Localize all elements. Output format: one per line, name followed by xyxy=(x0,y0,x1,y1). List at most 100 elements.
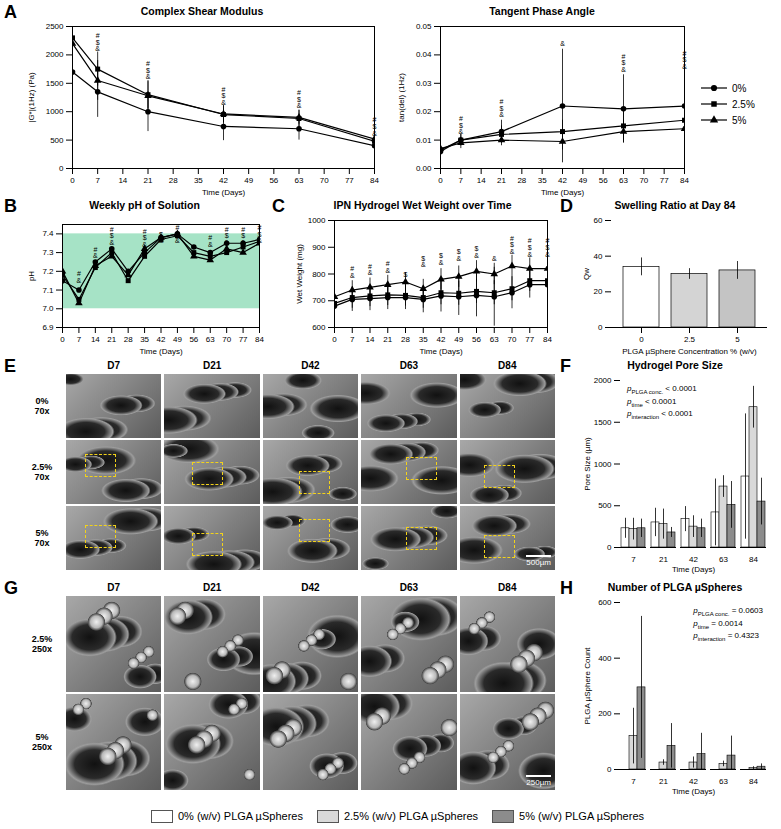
svg-text:14: 14 xyxy=(91,335,100,344)
svg-text:#$&: #$& xyxy=(241,226,246,246)
svg-text:56: 56 xyxy=(599,176,608,185)
svg-text:$&: $& xyxy=(421,255,426,269)
svg-text:70: 70 xyxy=(222,335,231,344)
svg-text:7: 7 xyxy=(631,555,636,564)
svg-text:#$&: #$& xyxy=(297,89,302,109)
svg-text:Pore Size (µm): Pore Size (µm) xyxy=(583,437,592,491)
svg-text:28: 28 xyxy=(401,335,410,344)
svg-text:28: 28 xyxy=(124,335,133,344)
svg-text:PLGA µSphere Concentration % (: PLGA µSphere Concentration % (w/v) xyxy=(622,347,757,356)
svg-text:84: 84 xyxy=(370,176,379,185)
svg-text:#$&: #$& xyxy=(510,235,515,255)
svg-text:900: 900 xyxy=(312,243,326,252)
svg-text:#$&: #$& xyxy=(224,226,229,246)
svg-text:Time (Days): Time (Days) xyxy=(202,188,246,197)
svg-text:2.5: 2.5 xyxy=(684,335,696,344)
svg-text:7: 7 xyxy=(631,777,636,786)
svg-text:#&: #& xyxy=(77,270,82,284)
svg-text:#&: #& xyxy=(93,246,98,260)
svg-text:49: 49 xyxy=(244,176,253,185)
svg-text:7.1: 7.1 xyxy=(42,286,54,295)
svg-text:1500: 1500 xyxy=(594,418,612,427)
svg-text:42: 42 xyxy=(157,335,166,344)
svg-text:42: 42 xyxy=(558,176,567,185)
svg-text:63: 63 xyxy=(490,335,499,344)
svg-text:63: 63 xyxy=(719,777,728,786)
svg-text:600: 600 xyxy=(312,323,326,332)
svg-text:63: 63 xyxy=(719,555,728,564)
svg-text:40: 40 xyxy=(594,252,603,261)
svg-text:#&: #& xyxy=(208,234,213,248)
svg-text:6.9: 6.9 xyxy=(42,323,54,332)
svg-text:42: 42 xyxy=(219,176,228,185)
svg-text:400: 400 xyxy=(598,654,612,663)
svg-text:#$&: #$& xyxy=(146,60,151,80)
svg-text:49: 49 xyxy=(173,335,182,344)
svg-text:#$&: #$& xyxy=(221,86,226,106)
svg-text:63: 63 xyxy=(206,335,215,344)
svg-text:0.01: 0.01 xyxy=(416,136,432,145)
svg-text:7: 7 xyxy=(77,335,82,344)
svg-text:21: 21 xyxy=(383,335,392,344)
svg-text:35: 35 xyxy=(194,176,203,185)
svg-text:1500: 1500 xyxy=(46,79,64,88)
svg-text:77: 77 xyxy=(345,176,354,185)
svg-text:21: 21 xyxy=(659,555,668,564)
svg-text:7.4: 7.4 xyxy=(42,229,54,238)
svg-text:#$&: #$& xyxy=(142,228,147,248)
svg-text:#&: #& xyxy=(385,260,390,274)
svg-text:Time (Days): Time (Days) xyxy=(139,347,183,356)
svg-text:84: 84 xyxy=(749,555,758,564)
svg-text:28: 28 xyxy=(169,176,178,185)
svg-text:0: 0 xyxy=(598,323,603,332)
svg-text:56: 56 xyxy=(472,335,481,344)
svg-text:42: 42 xyxy=(437,335,446,344)
svg-text:tan(del) (1Hz): tan(del) (1Hz) xyxy=(397,73,406,122)
svg-text:56: 56 xyxy=(189,335,198,344)
svg-text:21: 21 xyxy=(144,176,153,185)
svg-text:800: 800 xyxy=(312,270,326,279)
svg-text:14: 14 xyxy=(477,176,486,185)
svg-text:0.05: 0.05 xyxy=(416,22,432,31)
svg-text:49: 49 xyxy=(454,335,463,344)
svg-text:#$&: #$& xyxy=(109,226,114,246)
svg-text:1000: 1000 xyxy=(46,107,64,116)
svg-text:0: 0 xyxy=(70,176,75,185)
svg-text:7: 7 xyxy=(459,176,464,185)
svg-text:35: 35 xyxy=(419,335,428,344)
svg-text:#$&: #$& xyxy=(458,115,463,135)
svg-text:$&: $& xyxy=(474,245,479,259)
svg-text:0.03: 0.03 xyxy=(416,79,432,88)
svg-text:56: 56 xyxy=(269,176,278,185)
svg-text:Time (Days): Time (Days) xyxy=(672,565,716,574)
svg-text:500: 500 xyxy=(598,501,612,510)
svg-text:#&: #& xyxy=(368,263,373,277)
svg-text:7.2: 7.2 xyxy=(42,267,54,276)
svg-text:84: 84 xyxy=(543,335,552,344)
svg-text:14: 14 xyxy=(118,176,127,185)
svg-text:77: 77 xyxy=(239,335,248,344)
svg-text:2000: 2000 xyxy=(46,50,64,59)
svg-text:70: 70 xyxy=(320,176,329,185)
svg-text:#$&: #$& xyxy=(95,32,100,52)
svg-text:35: 35 xyxy=(538,176,547,185)
svg-text:60: 60 xyxy=(594,216,603,225)
svg-text:7: 7 xyxy=(95,176,100,185)
svg-text:0: 0 xyxy=(60,335,65,344)
svg-text:0: 0 xyxy=(332,335,337,344)
svg-text:28: 28 xyxy=(517,176,526,185)
svg-text:77: 77 xyxy=(660,176,669,185)
svg-text:|G*|(1Hz) (Pa): |G*|(1Hz) (Pa) xyxy=(27,72,36,123)
svg-text:Qw: Qw xyxy=(582,268,591,280)
svg-text:0: 0 xyxy=(639,335,644,344)
svg-text:63: 63 xyxy=(295,176,304,185)
svg-text:84: 84 xyxy=(680,176,689,185)
svg-text:#&: #& xyxy=(350,265,355,279)
svg-text:0: 0 xyxy=(59,164,64,173)
svg-text:0.00: 0.00 xyxy=(416,164,432,173)
svg-text:84: 84 xyxy=(749,777,758,786)
svg-text:14: 14 xyxy=(366,335,375,344)
svg-text:35: 35 xyxy=(140,335,149,344)
svg-text:70: 70 xyxy=(639,176,648,185)
svg-text:21: 21 xyxy=(659,777,668,786)
